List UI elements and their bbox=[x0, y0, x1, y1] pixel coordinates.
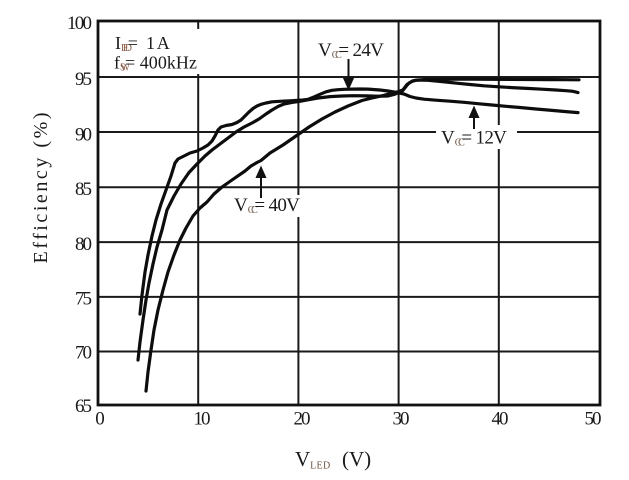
svg-text:30: 30 bbox=[393, 409, 410, 430]
svg-text:50: 50 bbox=[585, 409, 602, 430]
svg-text:fSW= 400kHz: fSW= 400kHz bbox=[114, 53, 197, 74]
svg-text:40: 40 bbox=[492, 409, 509, 430]
svg-text:10: 10 bbox=[194, 409, 211, 430]
svg-text:65: 65 bbox=[75, 396, 92, 417]
svg-text:100: 100 bbox=[67, 13, 92, 34]
svg-text:95: 95 bbox=[75, 69, 92, 90]
svg-text:VCC= 40V: VCC= 40V bbox=[234, 195, 300, 216]
svg-text:Efficiency (%): Efficiency (%) bbox=[30, 113, 52, 264]
svg-text:85: 85 bbox=[75, 179, 92, 200]
svg-text:VCC= 24V: VCC= 24V bbox=[318, 40, 384, 61]
svg-text:VCC= 12V: VCC= 12V bbox=[441, 128, 507, 149]
svg-text:70: 70 bbox=[75, 343, 92, 364]
svg-text:0: 0 bbox=[95, 409, 105, 430]
svg-text:80: 80 bbox=[75, 234, 92, 255]
svg-text:75: 75 bbox=[75, 288, 92, 309]
svg-text:20: 20 bbox=[294, 409, 311, 430]
svg-text:90: 90 bbox=[75, 124, 92, 145]
